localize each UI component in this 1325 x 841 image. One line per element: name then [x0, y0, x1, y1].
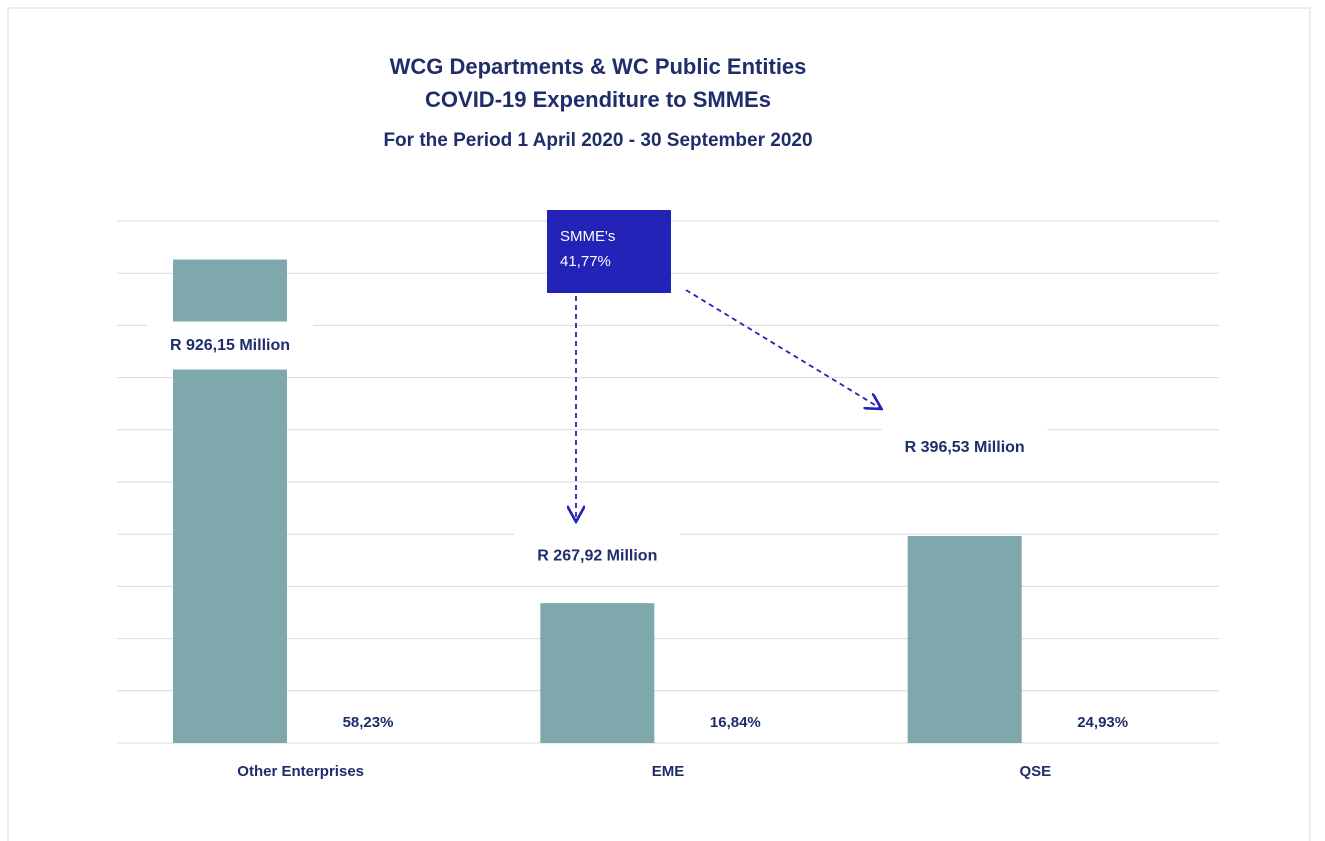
x-tick-label: QSE — [1019, 763, 1051, 780]
annotation-text: 41,77% — [560, 253, 611, 270]
chart-subtitle: COVID-19 Expenditure to SMMEs — [425, 87, 771, 112]
bar — [540, 603, 655, 743]
share-label: 24,93% — [1077, 714, 1128, 731]
annotation-box — [547, 210, 671, 293]
x-tick-label: Other Enterprises — [237, 763, 364, 780]
bar — [907, 536, 1022, 743]
chart-title: WCG Departments & WC Public Entities — [390, 54, 807, 79]
x-tick-label: EME — [652, 763, 685, 780]
annotation-text: SMME's — [560, 228, 615, 245]
value-label: R 396,53 Million — [905, 439, 1025, 456]
label-background — [147, 321, 313, 370]
share-label: 58,23% — [343, 714, 394, 731]
period: For the Period 1 April 2020 - 30 Septemb… — [383, 130, 812, 151]
arrow — [685, 289, 880, 408]
value-label: R 926,15 Million — [170, 337, 290, 354]
label-background — [514, 532, 681, 581]
label-background — [881, 424, 1048, 473]
share-label: 16,84% — [710, 714, 761, 731]
value-label: R 267,92 Million — [537, 547, 657, 564]
